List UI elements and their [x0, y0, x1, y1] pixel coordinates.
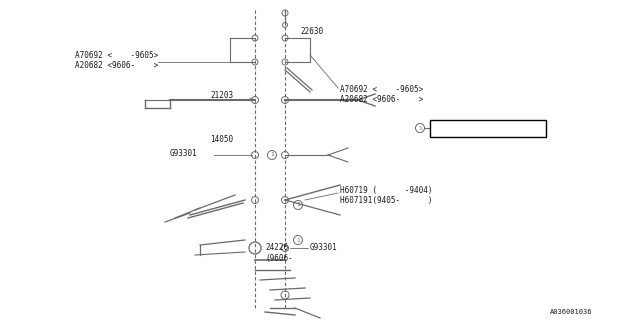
- Text: A20682 <9606-    >: A20682 <9606- >: [75, 60, 158, 69]
- FancyBboxPatch shape: [429, 119, 545, 137]
- Text: A70692 <    -9605>: A70692 < -9605>: [75, 51, 158, 60]
- Circle shape: [268, 150, 276, 159]
- Text: (9606-: (9606-: [265, 253, 292, 262]
- Text: H60719 (      -9404): H60719 ( -9404): [340, 186, 433, 195]
- Text: 092313102(2 ): 092313102(2 ): [458, 124, 522, 132]
- Text: 1: 1: [296, 203, 300, 207]
- Text: G93301: G93301: [170, 148, 198, 157]
- Text: 1: 1: [296, 237, 300, 243]
- Text: G93301: G93301: [310, 244, 338, 252]
- Text: 1: 1: [418, 125, 422, 131]
- Text: 1: 1: [270, 153, 274, 157]
- Text: A20682 <9606-    >: A20682 <9606- >: [340, 95, 423, 105]
- Text: 24226: 24226: [265, 244, 288, 252]
- Circle shape: [294, 201, 303, 210]
- Text: 21203: 21203: [210, 92, 233, 100]
- Text: 22630: 22630: [300, 28, 323, 36]
- Circle shape: [294, 236, 303, 244]
- Circle shape: [415, 124, 424, 132]
- Text: A70692 <    -9605>: A70692 < -9605>: [340, 85, 423, 94]
- Text: 14050: 14050: [210, 135, 233, 145]
- Text: H607191(9405-      ): H607191(9405- ): [340, 196, 433, 204]
- Text: A036001036: A036001036: [550, 309, 593, 315]
